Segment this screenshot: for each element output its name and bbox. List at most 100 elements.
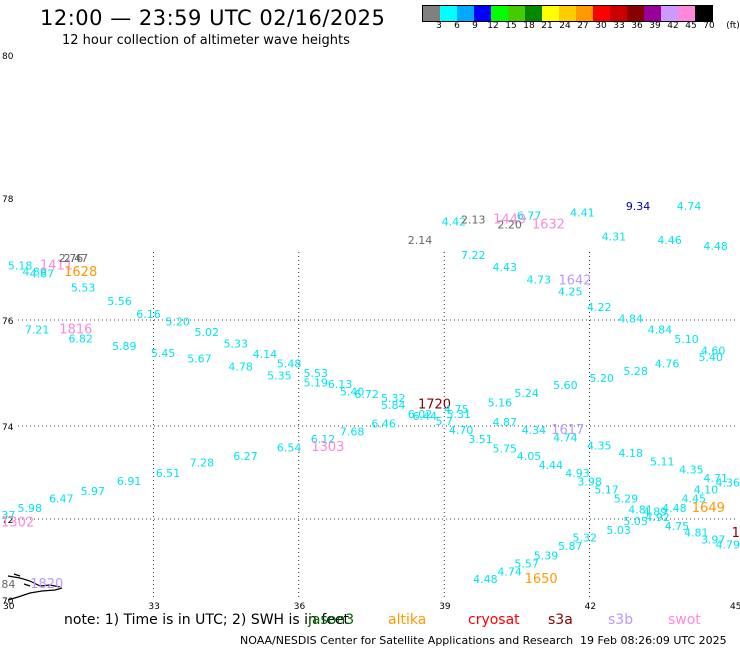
wave-height-value: 5.33: [224, 338, 249, 351]
track-time-label: 1649: [692, 501, 725, 516]
color-swatch: #00aaff: [457, 6, 474, 21]
track-time-label: 1720: [418, 398, 451, 413]
wave-height-value: 6.91: [117, 475, 142, 488]
wave-height-value: 4.34: [522, 424, 547, 437]
wave-height-value: 5.45: [151, 347, 176, 360]
wave-height-value: 4.75: [665, 520, 690, 533]
color-swatch: #ff0000: [593, 6, 610, 21]
wave-height-value: 2.47: [64, 252, 89, 265]
wave-height-value: 6.02: [408, 408, 433, 421]
longitude-label: 36: [294, 602, 306, 612]
latitude-label: 70: [2, 597, 14, 607]
track-time-label: 1303: [311, 440, 344, 455]
wave-height-value: 4.31: [602, 231, 627, 244]
wave-height-value: 4.10: [694, 483, 719, 496]
wave-height-value: 4.81: [684, 526, 709, 539]
wave-height-value: 5.57: [514, 558, 539, 571]
color-scale-tick: 18: [523, 21, 535, 31]
wave-height-value: 4.48: [703, 240, 728, 253]
wave-height-value: 5.97: [81, 485, 106, 498]
wave-height-value: 4.87: [493, 416, 518, 429]
track-time-label: 1411: [40, 258, 73, 273]
color-scale-bar: #808080#00ffff#00aaff#0000ff#00ff00#44cc…: [422, 5, 713, 22]
wave-height-value: 4.92: [645, 511, 670, 524]
wave-height-value: 4.78: [228, 360, 253, 373]
color-swatch: #cc99ff: [661, 6, 678, 21]
wave-height-value: 4.74: [677, 200, 702, 213]
wave-height-value: 4.79: [715, 539, 740, 552]
wave-height-value: 5.37: [0, 509, 15, 522]
wave-height-value: 9.34: [626, 200, 651, 213]
color-swatch: #ffcc00: [559, 6, 576, 21]
wave-height-value: 5.40: [699, 351, 724, 364]
wave-height-value: 4.81: [628, 503, 653, 516]
wave-height-value: 4.89: [22, 265, 47, 278]
wave-height-value: 7.68: [340, 425, 365, 438]
longitude-label: 30: [3, 602, 15, 612]
track-time-label: 1650: [525, 572, 558, 587]
color-scale-tick: 33: [613, 21, 625, 31]
wave-height-value: 4.45: [682, 493, 707, 506]
wave-height-value: 5.28: [623, 365, 648, 378]
color-scale-tick: 36: [631, 21, 643, 31]
wave-height-value: 5.20: [165, 315, 190, 328]
wave-height-value: 6.82: [68, 332, 93, 345]
color-scale-unit: (ft): [726, 21, 740, 31]
wave-height-value: 5.98: [18, 502, 43, 515]
color-scale-tick: 3: [436, 21, 442, 31]
wave-height-value: 5.02: [194, 326, 219, 339]
color-swatch: #ff88dd: [678, 6, 695, 21]
satellite-legend-item: swot: [668, 612, 701, 628]
wave-height-value: 5.20: [589, 372, 614, 385]
wave-height-value: 5.39: [534, 550, 559, 563]
longitude-label: 42: [585, 602, 596, 612]
wave-height-value: 4.75: [444, 403, 469, 416]
color-scale-tick: 70: [703, 21, 715, 31]
wave-height-value: 5.53: [304, 367, 329, 380]
satellite-legend-item: s3a: [548, 612, 573, 628]
satellite-legend-item: jason3: [308, 612, 355, 628]
wave-height-value: 2.20: [497, 219, 522, 232]
wave-height-value: 2.76: [59, 252, 84, 265]
color-scale-tick: 24: [559, 21, 571, 31]
wave-height-value: 4.74: [553, 431, 578, 444]
track-time-label: 1617: [551, 423, 584, 438]
wave-height-value: 5.24: [514, 387, 539, 400]
wave-height-value: 5.32: [573, 531, 598, 544]
wave-height-value: 5.19: [304, 376, 329, 389]
wave-height-value: 4.05: [517, 450, 542, 463]
wave-height-value: 4.48: [473, 573, 498, 586]
wave-height-value: 5.67: [187, 352, 212, 365]
wave-height-value: 4.60: [701, 344, 726, 357]
wave-height-value: 5.10: [674, 333, 699, 346]
track-time-label: 1449: [493, 213, 526, 228]
wave-height-value: 5.05: [623, 515, 648, 528]
kola-coastline: [7, 573, 63, 601]
color-scale-tick: 45: [685, 21, 697, 31]
color-swatch: #44cc00: [508, 6, 525, 21]
color-scale-labels: 3 6 9 12 15 18 21 24 27 30 33 36 39 42 45 70 (ft): [422, 21, 740, 35]
credit-text: NOAA/NESDIS Center for Satellite Applica…: [240, 634, 574, 647]
wave-height-value: 3.97: [701, 533, 726, 546]
longitude-label: 39: [439, 602, 451, 612]
track-time-label: 1642: [559, 274, 592, 289]
wave-height-value: 4.89: [643, 505, 668, 518]
wave-height-value: 4.70: [449, 424, 474, 437]
wave-height-value: 4.36: [715, 476, 740, 489]
wave-height-value: 6.13: [328, 378, 353, 391]
wave-height-value: 5.56: [107, 295, 132, 308]
wave-height-value: 5.11: [650, 456, 675, 469]
wave-height-value: 2.13: [461, 214, 486, 227]
wave-height-value: 4.74: [497, 566, 522, 579]
wave-height-value: 5.32: [381, 392, 406, 405]
wave-height-value: 5.60: [553, 379, 578, 392]
color-swatch: #990099: [644, 6, 661, 21]
wave-height-value: 4.73: [526, 273, 551, 286]
wave-height-value: 5.18: [8, 259, 33, 272]
color-swatch: #00ffff: [440, 6, 457, 21]
track-time-label: 1302: [1, 515, 34, 530]
wave-height-value: 5.17: [594, 483, 619, 496]
wave-height-value: 4.44: [539, 459, 564, 472]
wave-height-value: 7.22: [461, 249, 486, 262]
